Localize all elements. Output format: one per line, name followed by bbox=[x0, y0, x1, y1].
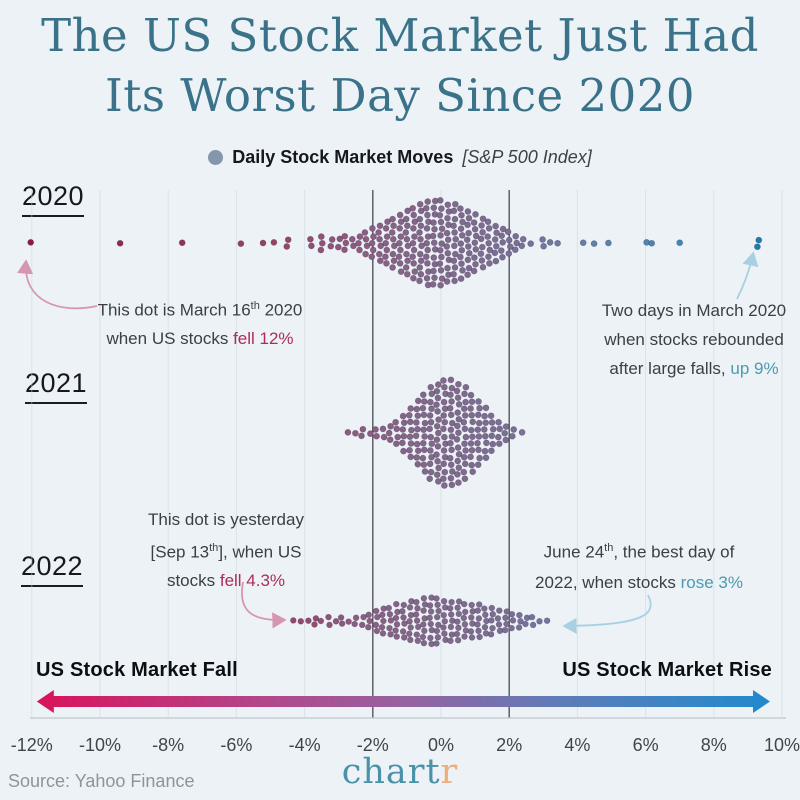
source-credit: Source: Yahoo Finance bbox=[8, 771, 195, 791]
x-axis-tick: -2% bbox=[356, 735, 389, 755]
chart-legend: Daily Stock Market Moves [S&P 500 Index] bbox=[0, 147, 800, 168]
legend-label: Daily Stock Market Moves bbox=[232, 147, 454, 167]
x-axis-tick: -4% bbox=[288, 735, 321, 755]
highlight-fell-4-3: fell 4.3% bbox=[219, 570, 286, 590]
x-axis-tick: -8% bbox=[152, 735, 185, 755]
annotation-sep13: This dot is yesterday [Sep 13th], when U… bbox=[148, 510, 304, 590]
page-title: The US Stock Market Just Had Its Worst D… bbox=[0, 6, 800, 126]
annotation-up9: Two days in March 2020 when stocks rebou… bbox=[601, 301, 787, 378]
annotation-march16: This dot is March 16th 2020 when US stoc… bbox=[97, 300, 303, 348]
title-line-1: The US Stock Market Just Had bbox=[41, 9, 759, 62]
x-axis-tick: 10% bbox=[763, 735, 800, 755]
highlight-fell-12: fell 12% bbox=[233, 328, 294, 348]
legend-sublabel: [S&P 500 Index] bbox=[462, 147, 592, 167]
legend-dot-icon bbox=[208, 150, 224, 165]
year-label-2022: 2022 bbox=[21, 551, 84, 587]
x-axis-tick: -12% bbox=[10, 735, 53, 755]
x-axis-tick: 2% bbox=[496, 735, 523, 755]
x-axis bbox=[30, 690, 786, 719]
annotation-arrows bbox=[17, 251, 759, 634]
highlight-up-9: up 9% bbox=[730, 359, 779, 378]
chartr-logo: chartr bbox=[341, 752, 459, 792]
x-axis-tick: 0% bbox=[427, 735, 455, 755]
fall-direction-label: US Stock Market Fall bbox=[36, 659, 238, 681]
highlight-rose-3: rose 3% bbox=[680, 572, 743, 592]
rise-direction-label: US Stock Market Rise bbox=[562, 659, 772, 681]
x-axis-tick: 6% bbox=[632, 735, 659, 755]
x-axis-tick: -10% bbox=[78, 735, 122, 755]
reference-lines bbox=[372, 190, 510, 718]
x-axis-tick: -6% bbox=[220, 735, 253, 755]
title-line-2: Its Worst Day Since 2020 bbox=[104, 69, 696, 122]
x-axis-tick: 4% bbox=[564, 735, 591, 755]
year-label-2021: 2021 bbox=[25, 368, 88, 404]
x-axis-tick: 8% bbox=[700, 735, 727, 755]
annotation-june24: June 24th, the best day of 2022, when st… bbox=[535, 542, 743, 592]
beeswarm-dots bbox=[27, 197, 763, 648]
